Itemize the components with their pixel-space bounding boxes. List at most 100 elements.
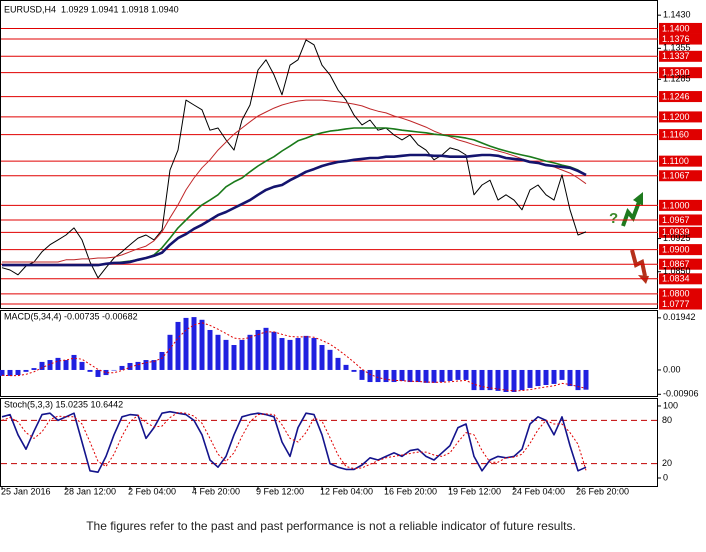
level-label: 1.0800 <box>662 289 690 299</box>
histogram-bar <box>399 369 405 381</box>
series-line <box>1 322 587 392</box>
histogram-bar <box>391 369 397 383</box>
histogram-bar <box>223 339 229 370</box>
histogram-bar <box>375 369 381 383</box>
histogram-bar <box>263 327 269 370</box>
histogram-bar <box>207 329 213 370</box>
x-tick-label: 9 Feb 12:00 <box>256 486 304 496</box>
level-label: 1.1200 <box>662 112 690 122</box>
histogram-bar <box>135 361 141 370</box>
macd-panel <box>0 310 658 397</box>
histogram-bar <box>535 369 541 387</box>
series-line <box>2 153 587 267</box>
histogram-bar <box>343 364 349 370</box>
histogram-bar <box>383 369 389 383</box>
histogram-bar <box>151 360 157 370</box>
stoch-panel <box>0 398 658 487</box>
y-tick-label: 80 <box>662 415 672 425</box>
histogram-bar <box>567 369 573 387</box>
histogram-bar <box>559 369 565 380</box>
histogram-bar <box>503 369 509 392</box>
x-tick-label: 25 Jan 2016 <box>1 486 51 496</box>
histogram-bar <box>31 368 37 370</box>
level-box <box>659 288 702 300</box>
histogram-bar <box>71 354 77 370</box>
level-label: 1.0939 <box>662 227 690 237</box>
level-label: 1.1160 <box>662 129 689 139</box>
histogram-bar <box>0 369 5 376</box>
histogram-bar <box>495 369 501 391</box>
annotation: ? <box>609 210 618 227</box>
level-box <box>659 50 702 62</box>
histogram-bar <box>15 369 21 376</box>
histogram-bar <box>455 369 461 380</box>
y-tick-label: 100 <box>663 400 678 410</box>
histogram-bar <box>119 365 125 370</box>
histogram-bar <box>55 357 61 370</box>
histogram-bar <box>287 339 293 370</box>
level-box <box>659 170 702 182</box>
level-box <box>659 33 702 45</box>
level-box <box>659 91 702 103</box>
histogram-bar <box>519 369 525 391</box>
histogram-bar <box>407 369 413 383</box>
histogram-bar <box>511 369 517 392</box>
level-box <box>659 244 702 256</box>
histogram-bar <box>183 317 189 370</box>
histogram-bar <box>103 369 109 376</box>
histogram-bar <box>311 338 317 370</box>
level-label: 1.0777 <box>662 299 690 309</box>
level-label: 1.1246 <box>662 91 690 101</box>
histogram-bar <box>479 369 485 391</box>
y-tick-label: 1.1430 <box>663 10 691 20</box>
histogram-bar <box>39 361 45 370</box>
level-box <box>659 226 702 238</box>
x-tick-label: 26 Feb 20:00 <box>576 486 629 496</box>
histogram-bar <box>63 360 69 370</box>
level-label: 1.0900 <box>662 244 690 254</box>
histogram-bar <box>575 369 581 391</box>
histogram-bar <box>527 369 533 388</box>
histogram-bar <box>543 369 549 385</box>
histogram-bar <box>439 369 445 383</box>
panel-title: Stoch(5,3,3) 15.0235 10.6442 <box>4 399 123 409</box>
level-label: 1.1400 <box>662 23 690 33</box>
histogram-bar <box>487 369 493 391</box>
histogram-bar <box>47 360 53 370</box>
y-tick-label: 0.01942 <box>663 312 696 322</box>
series-line <box>1 39 587 279</box>
y-tick-label: 0 <box>663 472 668 482</box>
histogram-bar <box>215 334 221 370</box>
histogram-bar <box>127 362 133 370</box>
histogram-bar <box>431 369 437 383</box>
histogram-bar <box>79 361 85 370</box>
histogram-bar <box>199 319 205 370</box>
level-label: 1.1067 <box>662 171 690 181</box>
x-tick-label: 19 Feb 12:00 <box>448 486 501 496</box>
histogram-bar <box>191 317 197 370</box>
level-box <box>659 199 702 211</box>
footer: The figures refer to the past and past p… <box>86 519 576 533</box>
level-box <box>659 129 702 141</box>
down-arrow <box>630 249 649 284</box>
level-label: 1.1100 <box>662 156 689 166</box>
histogram-bar <box>447 369 453 381</box>
level-label: 1.1337 <box>662 51 690 61</box>
level-label: 1.1300 <box>662 68 690 78</box>
x-tick-label: 28 Jan 12:00 <box>64 486 116 496</box>
up-arrow <box>621 192 643 227</box>
level-box <box>659 155 702 167</box>
level-box <box>659 22 702 34</box>
histogram-bar <box>303 335 309 370</box>
histogram-bar <box>167 334 173 370</box>
x-tick-label: 16 Feb 20:00 <box>384 486 437 496</box>
histogram-bar <box>327 349 333 370</box>
x-tick-label: 24 Feb 04:00 <box>512 486 565 496</box>
level-label: 1.0967 <box>662 215 690 225</box>
level-box <box>659 298 702 310</box>
histogram-bar <box>7 369 13 376</box>
y-tick-label: 0.00 <box>663 364 681 374</box>
level-label: 1.1000 <box>662 200 690 210</box>
y-tick-label: 1.1355 <box>663 43 691 53</box>
